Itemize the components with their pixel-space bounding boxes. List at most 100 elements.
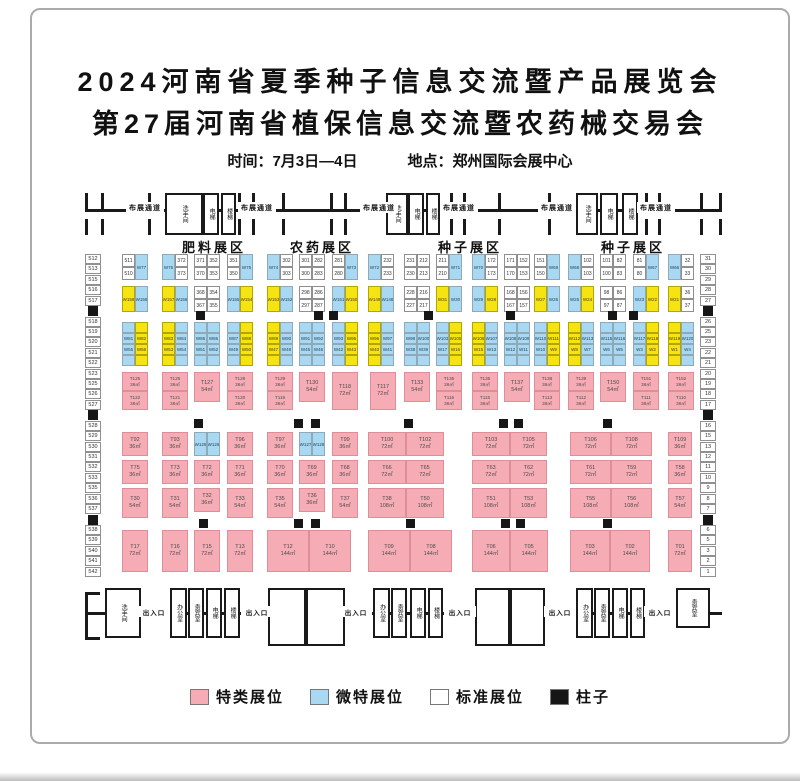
wall-pier	[450, 193, 453, 210]
exit-label: 出入口	[340, 606, 372, 617]
booth-W109: W109	[517, 333, 530, 344]
booth-T125: T125 36㎡	[122, 372, 148, 391]
booth-101: 101	[600, 254, 613, 267]
booth-W76: W76	[162, 254, 175, 280]
room-楼梯: 楼梯	[630, 588, 645, 638]
booth-T68: T68 36㎡	[332, 460, 358, 484]
booth-w	[227, 322, 240, 333]
booth-T71: T71 36㎡	[227, 460, 253, 484]
aisle-num-532: 532	[85, 462, 101, 472]
booth-W49: W49	[227, 344, 240, 355]
room-贵宾室: 贵宾室	[676, 588, 710, 628]
booth-302: 302	[280, 254, 293, 267]
booth-81: 81	[633, 254, 646, 267]
booth-282: 282	[312, 254, 325, 267]
booth-T73: T73 36㎡	[162, 460, 188, 484]
booth-W158: W158	[135, 286, 148, 312]
exit-label: 出入口	[644, 606, 676, 617]
booth-w	[472, 355, 485, 366]
wall-pier	[658, 193, 661, 210]
booth-W89: W89	[267, 333, 280, 344]
booth-102: 102	[581, 254, 594, 267]
booth-T01: T01 72㎡	[668, 530, 692, 572]
booth-w	[568, 355, 581, 366]
wall-pier	[548, 219, 551, 235]
booth-w	[436, 355, 449, 366]
booth-227: 227	[404, 299, 417, 312]
booth-150: 150	[534, 267, 547, 280]
aisle-num-3: 3	[700, 546, 716, 556]
booth-w	[681, 355, 694, 366]
booth-T65: T65 72㎡	[406, 460, 444, 484]
booth-216: 216	[417, 286, 430, 299]
aisle-num-28: 28	[700, 285, 716, 295]
booth-W77: W77	[135, 254, 148, 280]
room-电梯: 电梯	[206, 588, 222, 638]
booth-W25: W25	[568, 286, 581, 312]
booth-T61: T61 72㎡	[570, 460, 611, 484]
legend-item-micro: 微特展位	[309, 686, 404, 707]
aisle-num-21: 21	[700, 358, 716, 368]
booth-w	[194, 355, 207, 366]
booth-33: 33	[681, 267, 694, 280]
booth-T99: T99 36㎡	[332, 432, 358, 456]
booth-W13: W13	[485, 344, 498, 355]
pillar	[516, 519, 525, 528]
booth-W41: W41	[381, 344, 394, 355]
room-贵宾室: 贵宾室	[188, 588, 204, 638]
aisle-num-17: 17	[700, 400, 716, 410]
booth-351: 351	[227, 254, 240, 267]
booth-W84: W84	[175, 333, 188, 344]
booth-373: 373	[175, 267, 188, 280]
room-洗手间: 洗手间	[386, 193, 408, 235]
booth-T55: T55 108㎡	[570, 488, 611, 518]
booth-w	[404, 355, 417, 366]
wall-pier	[282, 193, 285, 210]
wall-pier	[85, 592, 88, 640]
booth-W46: W46	[312, 344, 325, 355]
booth-T10: T10 144㎡	[309, 530, 351, 572]
aisle-num-22: 22	[700, 348, 716, 358]
booth-W118: W118	[646, 333, 659, 344]
booth-T93: T93 36㎡	[162, 432, 188, 456]
booth-W55: W55	[122, 344, 135, 355]
legend-label: 特类展位	[215, 689, 284, 706]
booth-T12: T12 144㎡	[267, 530, 309, 572]
booth-w	[449, 322, 462, 333]
booth-w	[404, 322, 417, 333]
booth-W127: W127	[299, 432, 312, 456]
booth-W83: W83	[162, 333, 175, 344]
aisle-num-542: 542	[85, 567, 101, 577]
booth-W27: W27	[534, 286, 547, 312]
booth-T110: T110 36㎡	[668, 391, 694, 410]
booth-W153: W153	[267, 286, 280, 312]
room-办公室: 办公室	[576, 588, 593, 638]
booth-W21: W21	[668, 286, 681, 312]
booth-T31: T31 54㎡	[162, 488, 188, 518]
booth-354: 354	[207, 286, 220, 299]
booth-T108: T108 72㎡	[611, 432, 652, 456]
booth-212: 212	[417, 254, 430, 267]
wall-pier	[101, 193, 104, 210]
booth-T69: T69 36㎡	[299, 460, 325, 484]
aisle-num-31: 31	[700, 254, 716, 264]
booth-283: 283	[312, 267, 325, 280]
booth-w	[485, 322, 498, 333]
booth-T122: T122 36㎡	[122, 391, 148, 410]
room-楼梯: 楼梯	[622, 193, 638, 235]
pillar	[424, 311, 433, 320]
booth-w	[345, 355, 358, 366]
booth-W6: W6	[600, 344, 613, 355]
booth-152: 152	[517, 254, 530, 267]
booth-W22: W22	[646, 286, 659, 312]
event-venue: 地点：郑州国际会展中心	[407, 153, 573, 170]
booth-350: 350	[227, 267, 240, 280]
wall-pier	[238, 193, 241, 210]
booth-T128: T128 36㎡	[227, 372, 253, 391]
booth-W152: W152	[280, 286, 293, 312]
booth-T59: T59 72㎡	[611, 460, 652, 484]
booth-368: 368	[194, 286, 207, 299]
booth-83: 83	[613, 267, 626, 280]
booth-W3: W3	[633, 344, 646, 355]
aisle-num-536: 536	[85, 494, 101, 504]
